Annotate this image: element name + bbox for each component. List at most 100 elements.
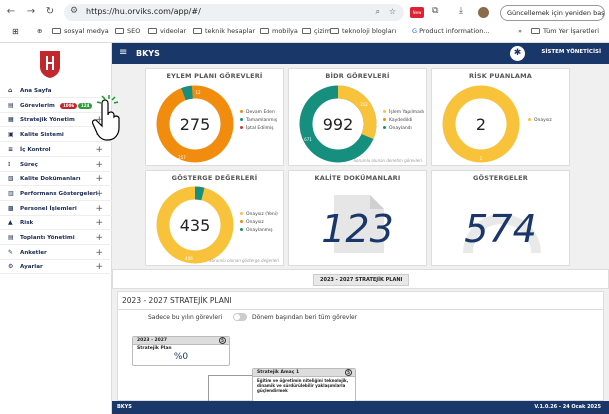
app-brand: BKYS [136,49,160,58]
bookmark-folder[interactable]: teknoloji blogları [330,27,396,35]
sidebar-item[interactable]: ⚙ Ayarlar + [0,261,112,275]
folder-icon [260,28,269,34]
sidebar-item[interactable]: ▧ Kalite Dokümanları + [0,173,112,187]
plan-node-root[interactable]: 2023 - 2027 5 Stratejik Plan %0 [132,336,230,366]
hamburger-menu-icon[interactable]: ≡ [119,47,128,58]
sidebar-item-label: İç Kontrol [20,146,51,153]
more-bookmarks-icon[interactable]: » [518,27,522,35]
app-header: ≡ BKYS ✱ SİSTEM YÖNETİCİSİ [112,43,609,64]
bookmark-folder[interactable]: mobilya [260,27,298,35]
process-icon: ⁝ [8,160,11,168]
sidebar-item[interactable]: ▩ Personel İşlemleri + [0,203,112,216]
count-badge: 124 [78,102,93,109]
reload-icon[interactable]: ↻ [45,6,55,17]
update-button[interactable]: Güncellemek için yeniden başlat ⋮ [500,5,605,21]
sidebar-item-label: Görevlerim [20,102,55,109]
gostergeler-card[interactable]: GÖSTERGELER 574 [431,170,570,266]
bookmark-folder[interactable]: çizim [302,27,331,35]
user-name[interactable]: SİSTEM YÖNETİCİSİ [541,49,601,55]
sidebar-item-label: Kalite Sistemi [20,132,64,139]
sidebar-item-label: Risk [20,220,34,227]
toggle-left-label: Sadece bu yılın görevleri [148,314,223,321]
period-toggle-switch[interactable] [233,313,247,321]
bookmark-folder[interactable]: teknik hesaplar [193,27,255,35]
all-bookmarks[interactable]: Tüm Yer İşaretleri [531,27,599,35]
node-header-label: Stratejik Amaç 1 [257,370,300,375]
sidebar-item[interactable]: ⌂ Ana Sayfa [0,85,112,98]
site-info-icon[interactable]: ⚙ [70,6,79,16]
connector-line [208,375,209,405]
bookmark-link[interactable]: G Product information... [412,27,490,35]
back-icon[interactable]: ← [6,6,16,17]
legend-label: İptal Edilmiş [246,126,274,131]
legend-label: Tamamlanmış [246,118,278,123]
gosterge-degerleri-card[interactable]: GÖSTERGE DEĞERLERİ 435 406 Onaysız (Yeni… [145,170,284,266]
address-bar[interactable]: ⚙ https://hu.orviks.com/app/#/ ⌕ ☆ [64,4,404,21]
extension-icon[interactable]: ⧉ [432,6,439,16]
globe-icon[interactable]: ⊕ [37,27,43,35]
legend-dot-icon [383,118,386,121]
sidebar-item[interactable]: ✎ Anketler + [0,247,112,260]
legend-item: İşlem Yapılmadı [383,109,424,117]
bidr-card[interactable]: BİDR GÖREVLERİ 992 671 312 İşlem Yapılma… [288,68,427,166]
strategic-plan-button[interactable]: 2023 - 2027 STRATEJİK PLANI [313,274,410,286]
bookmark-label: SEO [127,27,141,35]
sidebar-item-label: Ayarlar [20,264,43,271]
card-title: BİDR GÖREVLERİ [325,72,390,80]
zoom-icon[interactable]: ⌕ [375,7,380,16]
folder-icon [302,28,311,34]
donut-segment-onaysiz [442,85,520,163]
expand-plus-icon[interactable]: + [95,203,103,214]
expand-plus-icon[interactable]: + [95,262,103,273]
sidebar-item[interactable]: ▦ Stratejik Yönetim + [0,114,112,128]
donut-label-a: 2 [480,156,483,161]
extension-new-icon[interactable]: New [410,7,424,18]
sidebar-item[interactable]: ▥ Performans Göstergeleri + [0,188,112,201]
expand-plus-icon[interactable]: + [95,115,103,126]
sidebar-item[interactable]: ⁝ Süreç + [0,159,112,172]
donut-total: 2 [476,115,486,134]
expand-plus-icon[interactable]: + [95,159,103,170]
expand-plus-icon[interactable]: + [95,174,103,185]
profile-avatar[interactable] [478,7,489,18]
plan-node-amac-1[interactable]: Stratejik Amaç 1 5 Eğitim ve öğretimin ni… [252,368,356,402]
bookmark-folder[interactable]: SEO [115,27,140,35]
bookmark-label: Product information... [419,27,490,35]
kalite-dokumanlari-card[interactable]: KALİTE DOKÜMANLARI 123 [288,170,427,266]
sidebar-item-label: Performans Göstergeleri [20,190,98,197]
folder-icon [193,28,202,34]
node-header: 2023 - 2027 5 [133,337,229,345]
donut-label-b: 312 [360,102,368,107]
sidebar-item[interactable]: ▤ Görevlerim 1006 124 [0,100,112,113]
document-icon [334,195,384,253]
risk-card[interactable]: RİSK PUANLAMA 2 2 Onaysız [431,68,570,166]
document-icon: ▧ [8,175,14,183]
sidebar-item[interactable]: ▲ Risk + [0,217,112,231]
download-icon[interactable]: ⤓ [459,6,463,16]
donut-segment-onaylanmis [156,186,234,264]
expand-plus-icon[interactable]: + [95,188,103,199]
expand-plus-icon[interactable]: + [95,144,103,155]
personnel-icon: ▩ [8,204,14,212]
expand-plus-icon[interactable]: + [95,247,103,258]
legend-dot-icon [240,126,243,129]
donut-segment-islem [299,85,377,163]
bookmark-folder[interactable]: videolar [148,27,186,35]
star-icon[interactable]: ☆ [388,7,396,16]
legend-dot-icon [240,110,243,113]
apps-grid-icon[interactable]: ⊞ [12,27,19,36]
legend-dot-icon [383,110,386,113]
eylem-plani-card[interactable]: EYLEM PLANI GÖREVLERİ 275 257 12 Devam E… [145,68,284,166]
user-icon[interactable]: ✱ [510,46,525,61]
expand-plus-icon[interactable]: + [95,233,103,243]
home-icon: ⌂ [8,87,13,94]
bookmark-folder[interactable]: sosyal medya [52,27,109,35]
card-note: Sorumlu olunan denetim görevleri [353,158,423,163]
sidebar-item[interactable]: ▤ Toplantı Yönetimi + [0,232,112,245]
sidebar-item[interactable]: ≡ İç Kontrol + [0,144,112,157]
bookmark-label: çizim [314,27,331,35]
count-badge: 1006 [60,102,78,109]
forward-icon[interactable]: → [26,6,36,17]
donut-label-a: 257 [178,155,186,160]
expand-plus-icon[interactable]: + [95,218,103,229]
